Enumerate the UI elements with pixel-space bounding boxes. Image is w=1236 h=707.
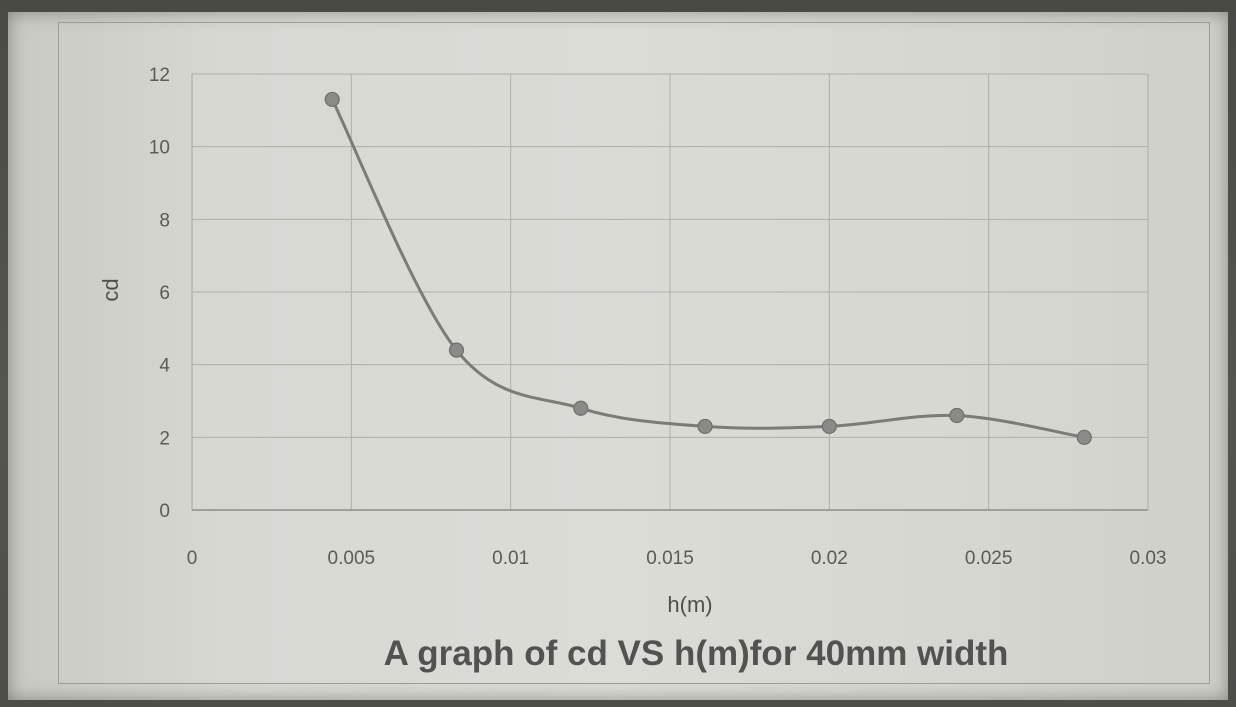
data-point (821, 418, 837, 435)
x-tick-labels: 0 0.005 0.01 0.015 0.02 0.025 0.03 (187, 548, 1167, 569)
y-tick-label: 8 (159, 210, 170, 231)
y-tick-label: 6 (159, 283, 170, 304)
data-point (1076, 429, 1092, 445)
x-axis-label: h(m) (667, 592, 712, 617)
series-layer (324, 91, 1092, 445)
x-tick-label: 0.005 (328, 548, 376, 569)
grid (192, 73, 1149, 510)
x-tick-label: 0.015 (646, 548, 694, 569)
data-point (448, 342, 465, 358)
x-tick-label: 0.025 (965, 548, 1013, 569)
x-tick-label: 0.01 (492, 548, 529, 569)
chart-frame (58, 22, 1210, 684)
y-tick-labels: 0 2 4 6 8 10 12 (149, 65, 171, 522)
data-point (324, 91, 340, 108)
paper-sheet (8, 12, 1228, 700)
y-axis-label: cd (98, 278, 123, 301)
data-point (949, 407, 965, 424)
y-tick-label: 2 (159, 428, 170, 449)
y-tick-label: 10 (149, 138, 170, 159)
x-tick-label: 0 (187, 548, 198, 569)
data-point (697, 418, 713, 435)
axes (191, 74, 1148, 511)
chart-title: A graph of cd VS h(m)for 40mm width (384, 634, 1009, 673)
x-tick-label: 0.03 (1130, 548, 1167, 569)
y-tick-label: 4 (159, 356, 170, 377)
y-tick-label: 12 (149, 65, 170, 86)
y-tick-label: 0 (159, 501, 170, 522)
data-point (573, 400, 589, 416)
x-tick-label: 0.02 (811, 548, 848, 569)
